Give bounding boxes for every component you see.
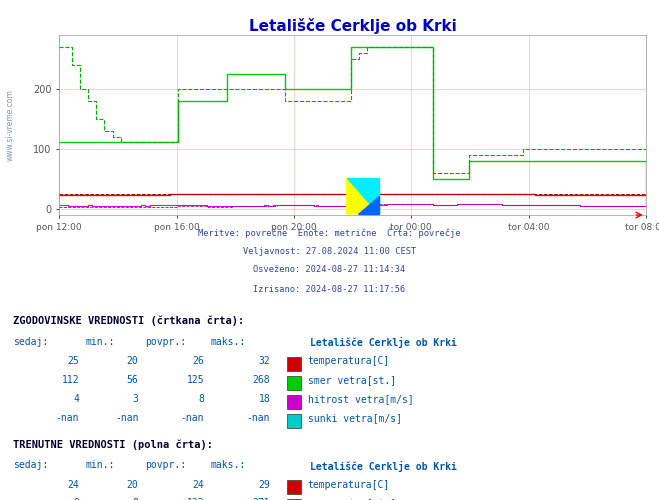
Text: -nan: -nan — [246, 413, 270, 423]
Text: 8: 8 — [132, 498, 138, 500]
Text: maks.:: maks.: — [211, 460, 246, 470]
Text: 56: 56 — [127, 375, 138, 385]
Text: 8: 8 — [198, 394, 204, 404]
Text: 25: 25 — [67, 356, 79, 366]
Text: -nan: -nan — [181, 413, 204, 423]
Text: 125: 125 — [186, 375, 204, 385]
Text: sedaj:: sedaj: — [13, 337, 48, 347]
Text: smer vetra[st.]: smer vetra[st.] — [308, 375, 396, 385]
Text: www.si-vreme.com: www.si-vreme.com — [6, 89, 15, 161]
Polygon shape — [347, 178, 379, 214]
Text: Letališče Cerklje ob Krki: Letališče Cerklje ob Krki — [310, 337, 457, 348]
Text: 271: 271 — [252, 498, 270, 500]
Text: 26: 26 — [192, 356, 204, 366]
Text: sedaj:: sedaj: — [13, 460, 48, 470]
Text: -nan: -nan — [115, 413, 138, 423]
Text: 24: 24 — [192, 480, 204, 490]
Text: hitrost vetra[m/s]: hitrost vetra[m/s] — [308, 394, 413, 404]
Text: sunki vetra[m/s]: sunki vetra[m/s] — [308, 413, 402, 423]
Text: 133: 133 — [186, 498, 204, 500]
Text: ZGODOVINSKE VREDNOSTI (črtkana črta):: ZGODOVINSKE VREDNOSTI (črtkana črta): — [13, 316, 244, 326]
Text: temperatura[C]: temperatura[C] — [308, 480, 390, 490]
Text: povpr.:: povpr.: — [145, 337, 186, 347]
Text: 268: 268 — [252, 375, 270, 385]
Text: Izrisano: 2024-08-27 11:17:56: Izrisano: 2024-08-27 11:17:56 — [253, 284, 406, 294]
Text: smer vetra[st.]: smer vetra[st.] — [308, 498, 396, 500]
Polygon shape — [347, 178, 379, 214]
Text: 29: 29 — [258, 480, 270, 490]
Title: Letališče Cerklje ob Krki: Letališče Cerklje ob Krki — [248, 18, 457, 34]
Text: 3: 3 — [132, 394, 138, 404]
Text: Letališče Cerklje ob Krki: Letališče Cerklje ob Krki — [310, 460, 457, 471]
Text: Osveženo: 2024-08-27 11:14:34: Osveženo: 2024-08-27 11:14:34 — [253, 266, 406, 274]
Text: -nan: -nan — [55, 413, 79, 423]
Text: min.:: min.: — [86, 337, 115, 347]
Text: 4: 4 — [73, 394, 79, 404]
Text: temperatura[C]: temperatura[C] — [308, 356, 390, 366]
Text: Meritve: povrečne  Enote: metrične  Črta: povrečje: Meritve: povrečne Enote: metrične Črta: … — [198, 228, 461, 238]
Text: 20: 20 — [127, 480, 138, 490]
Text: 20: 20 — [127, 356, 138, 366]
Text: min.:: min.: — [86, 460, 115, 470]
Text: TRENUTNE VREDNOSTI (polna črta):: TRENUTNE VREDNOSTI (polna črta): — [13, 440, 213, 450]
Text: 24: 24 — [67, 480, 79, 490]
Text: 18: 18 — [258, 394, 270, 404]
Text: 112: 112 — [61, 375, 79, 385]
Text: 32: 32 — [258, 356, 270, 366]
Text: povpr.:: povpr.: — [145, 460, 186, 470]
Polygon shape — [358, 196, 379, 214]
Text: Veljavnost: 27.08.2024 11:00 CEST: Veljavnost: 27.08.2024 11:00 CEST — [243, 246, 416, 256]
Text: 9: 9 — [73, 498, 79, 500]
Text: maks.:: maks.: — [211, 337, 246, 347]
